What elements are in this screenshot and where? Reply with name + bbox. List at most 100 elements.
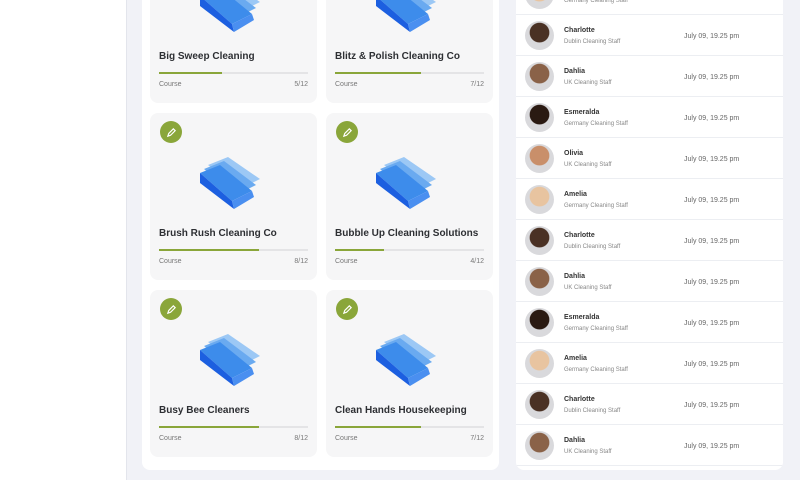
courses-panel: Big Sweep Cleaning Course 5/12 Blitz & P… <box>142 0 499 470</box>
staff-role: Germany Cleaning Staff <box>564 121 628 127</box>
staff-name: Charlotte <box>564 396 595 403</box>
staff-name: Esmeralda <box>564 109 600 116</box>
progress-bar <box>159 72 308 74</box>
folder-icon <box>376 0 436 32</box>
course-card[interactable]: Busy Bee Cleaners Course 8/12 <box>150 290 317 457</box>
course-card[interactable]: Blitz & Polish Cleaning Co Course 7/12 <box>326 0 493 103</box>
avatar <box>525 267 554 296</box>
staff-row[interactable]: Charlotte Dublin Cleaning Staff July 09,… <box>516 384 783 425</box>
staff-name: Esmeralda <box>564 314 600 321</box>
staff-time: July 09, 19.25 pm <box>684 115 740 122</box>
progress-fill <box>335 249 385 251</box>
staff-time: July 09, 19.25 pm <box>684 279 740 286</box>
course-card[interactable]: Big Sweep Cleaning Course 5/12 <box>150 0 317 103</box>
folder-icon <box>200 157 260 209</box>
avatar <box>525 103 554 132</box>
staff-role: Germany Cleaning Staff <box>564 0 628 4</box>
staff-name: Olivia <box>564 150 584 157</box>
staff-role: Germany Cleaning Staff <box>564 203 628 209</box>
avatar <box>525 0 554 9</box>
avatar <box>525 349 554 378</box>
staff-panel: Amelia Germany Cleaning Staff July 09, 1… <box>516 0 783 470</box>
staff-name: Amelia <box>564 355 587 362</box>
progress-bar <box>335 426 484 428</box>
staff-time: July 09, 19.25 pm <box>684 197 740 204</box>
course-count: 7/12 <box>470 435 484 442</box>
course-label: Course <box>159 258 182 265</box>
staff-row[interactable]: Charlotte Dublin Cleaning Staff July 09,… <box>516 15 783 56</box>
staff-name: Dahlia <box>564 273 586 280</box>
progress-fill <box>335 426 422 428</box>
course-title: Blitz & Polish Cleaning Co <box>335 51 461 62</box>
avatar <box>525 431 554 460</box>
staff-role: UK Cleaning Staff <box>564 449 612 455</box>
course-count: 8/12 <box>294 435 308 442</box>
folder-icon <box>376 334 436 386</box>
staff-name: Dahlia <box>564 437 586 444</box>
staff-row[interactable]: Esmeralda Germany Cleaning Staff July 09… <box>516 97 783 138</box>
avatar <box>525 390 554 419</box>
staff-time: July 09, 19.25 pm <box>684 156 740 163</box>
folder-icon <box>200 0 260 32</box>
course-title: Big Sweep Cleaning <box>159 51 255 62</box>
staff-role: UK Cleaning Staff <box>564 162 612 168</box>
staff-role: Dublin Cleaning Staff <box>564 408 621 414</box>
staff-name: Charlotte <box>564 27 595 34</box>
folder-icon <box>376 157 436 209</box>
staff-role: Germany Cleaning Staff <box>564 367 628 373</box>
staff-row[interactable]: Charlotte Dublin Cleaning Staff July 09,… <box>516 220 783 261</box>
progress-fill <box>159 72 222 74</box>
avatar <box>525 185 554 214</box>
course-title: Busy Bee Cleaners <box>159 405 250 416</box>
course-title: Clean Hands Housekeeping <box>335 405 467 416</box>
progress-bar <box>159 426 308 428</box>
staff-time: July 09, 19.25 pm <box>684 238 740 245</box>
progress-fill <box>335 72 422 74</box>
staff-role: Dublin Cleaning Staff <box>564 244 621 250</box>
edit-icon[interactable] <box>160 298 182 320</box>
staff-row[interactable]: Amelia Germany Cleaning Staff July 09, 1… <box>516 343 783 384</box>
course-count: 5/12 <box>294 81 308 88</box>
staff-row[interactable]: Dahlia UK Cleaning Staff July 09, 19.25 … <box>516 425 783 466</box>
staff-time: July 09, 19.25 pm <box>684 443 740 450</box>
course-count: 8/12 <box>294 258 308 265</box>
progress-bar <box>335 72 484 74</box>
course-count: 4/12 <box>470 258 484 265</box>
staff-row[interactable]: Olivia UK Cleaning Staff July 09, 19.25 … <box>516 138 783 179</box>
course-title: Bubble Up Cleaning Solutions <box>335 228 479 239</box>
course-label: Course <box>335 258 358 265</box>
avatar <box>525 144 554 173</box>
staff-role: UK Cleaning Staff <box>564 285 612 291</box>
avatar <box>525 62 554 91</box>
avatar <box>525 226 554 255</box>
staff-time: July 09, 19.25 pm <box>684 402 740 409</box>
edit-icon[interactable] <box>160 121 182 143</box>
staff-role: Dublin Cleaning Staff <box>564 39 621 45</box>
course-card[interactable]: Clean Hands Housekeeping Course 7/12 <box>326 290 493 457</box>
staff-row[interactable]: Dahlia UK Cleaning Staff July 09, 19.25 … <box>516 56 783 97</box>
staff-time: July 09, 19.25 pm <box>684 74 740 81</box>
course-title: Brush Rush Cleaning Co <box>159 228 277 239</box>
course-label: Course <box>335 435 358 442</box>
staff-name: Charlotte <box>564 232 595 239</box>
staff-row[interactable]: Dahlia UK Cleaning Staff July 09, 19.25 … <box>516 261 783 302</box>
progress-fill <box>159 426 259 428</box>
staff-time: July 09, 19.25 pm <box>684 320 740 327</box>
edit-icon[interactable] <box>336 298 358 320</box>
staff-time: July 09, 19.25 pm <box>684 33 740 40</box>
course-label: Course <box>335 81 358 88</box>
edit-icon[interactable] <box>336 121 358 143</box>
staff-name: Dahlia <box>564 68 586 75</box>
staff-time: July 09, 19.25 pm <box>684 361 740 368</box>
course-card[interactable]: Bubble Up Cleaning Solutions Course 4/12 <box>326 113 493 280</box>
avatar <box>525 308 554 337</box>
staff-row[interactable]: Amelia Germany Cleaning Staff July 09, 1… <box>516 0 783 15</box>
staff-row[interactable]: Amelia Germany Cleaning Staff July 09, 1… <box>516 179 783 220</box>
course-card[interactable]: Brush Rush Cleaning Co Course 8/12 <box>150 113 317 280</box>
progress-bar <box>335 249 484 251</box>
staff-role: UK Cleaning Staff <box>564 80 612 86</box>
staff-row[interactable]: Esmeralda Germany Cleaning Staff July 09… <box>516 302 783 343</box>
progress-fill <box>159 249 259 251</box>
course-count: 7/12 <box>470 81 484 88</box>
progress-bar <box>159 249 308 251</box>
